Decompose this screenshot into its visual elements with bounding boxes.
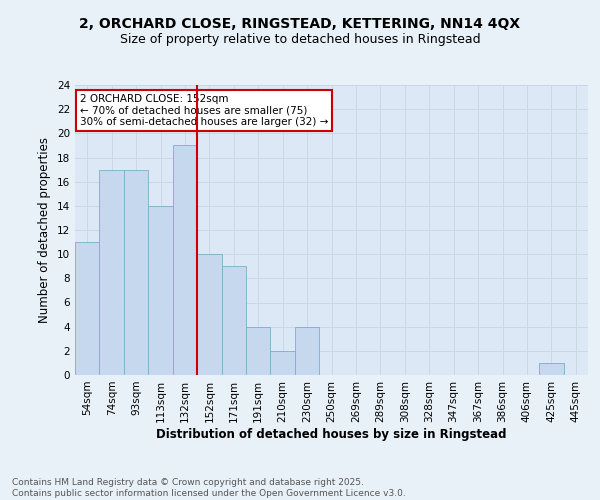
Text: 2, ORCHARD CLOSE, RINGSTEAD, KETTERING, NN14 4QX: 2, ORCHARD CLOSE, RINGSTEAD, KETTERING, … bbox=[79, 18, 521, 32]
Text: 2 ORCHARD CLOSE: 152sqm
← 70% of detached houses are smaller (75)
30% of semi-de: 2 ORCHARD CLOSE: 152sqm ← 70% of detache… bbox=[80, 94, 329, 127]
Text: Size of property relative to detached houses in Ringstead: Size of property relative to detached ho… bbox=[119, 32, 481, 46]
Bar bbox=[539, 363, 563, 375]
Bar bbox=[100, 170, 124, 375]
Bar bbox=[246, 326, 271, 375]
Bar bbox=[197, 254, 221, 375]
Bar bbox=[75, 242, 100, 375]
Y-axis label: Number of detached properties: Number of detached properties bbox=[38, 137, 52, 323]
Text: Contains HM Land Registry data © Crown copyright and database right 2025.
Contai: Contains HM Land Registry data © Crown c… bbox=[12, 478, 406, 498]
Bar bbox=[271, 351, 295, 375]
Bar bbox=[173, 146, 197, 375]
Bar bbox=[124, 170, 148, 375]
Bar bbox=[148, 206, 173, 375]
X-axis label: Distribution of detached houses by size in Ringstead: Distribution of detached houses by size … bbox=[156, 428, 507, 440]
Bar bbox=[295, 326, 319, 375]
Bar bbox=[221, 266, 246, 375]
